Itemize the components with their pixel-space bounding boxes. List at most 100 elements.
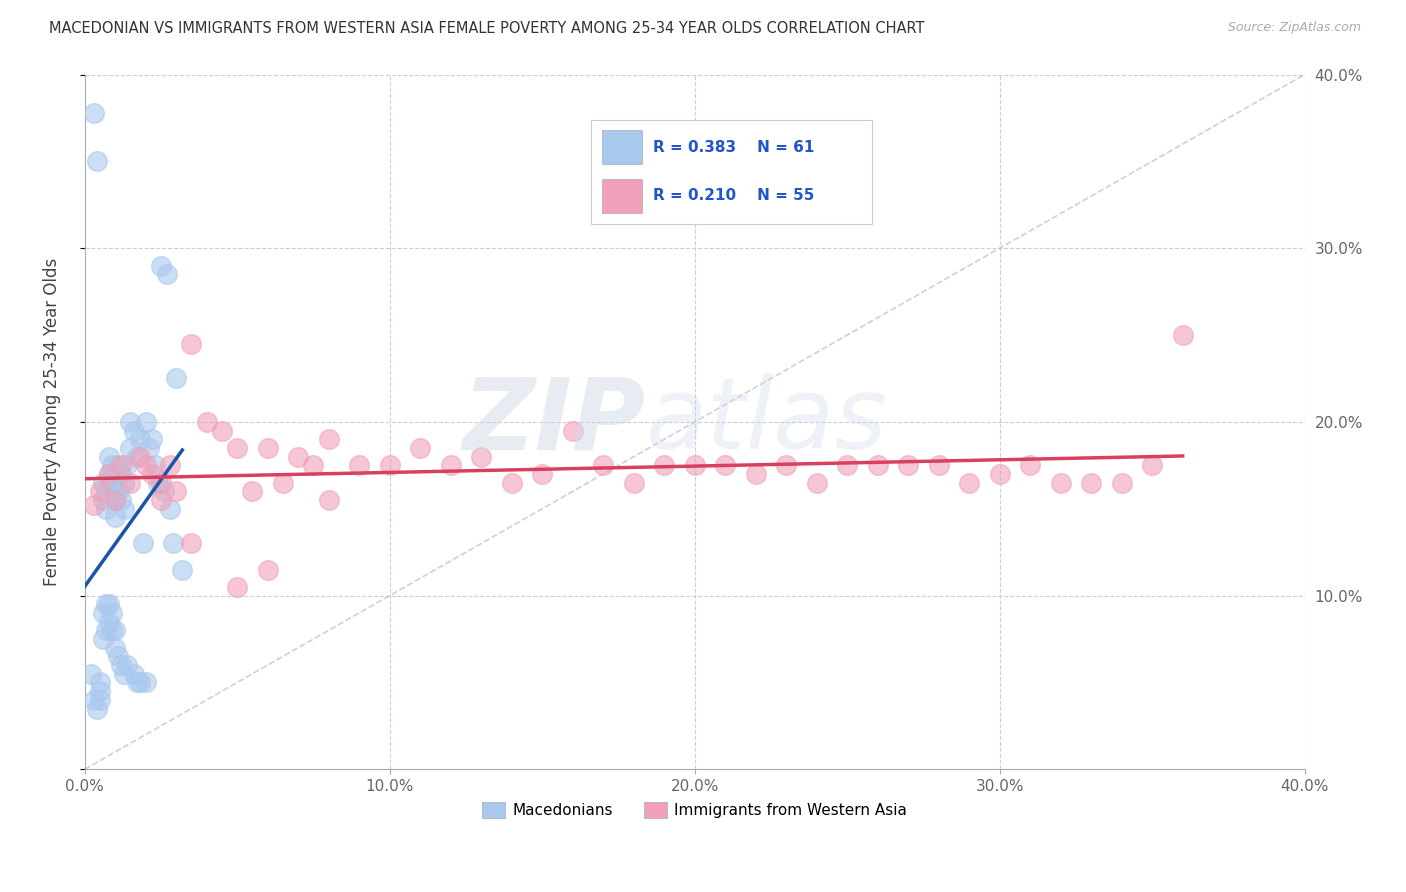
Point <box>110 658 132 673</box>
Point <box>271 475 294 490</box>
Point <box>135 415 157 429</box>
Point <box>120 415 142 429</box>
Point <box>98 467 121 481</box>
Point <box>110 458 132 473</box>
Point <box>302 458 325 473</box>
Point <box>714 458 737 473</box>
Point <box>211 424 233 438</box>
Point <box>83 693 105 707</box>
Point <box>98 615 121 629</box>
Point <box>242 484 264 499</box>
Point <box>1049 475 1071 490</box>
Point <box>131 536 153 550</box>
Point <box>101 624 124 638</box>
Point <box>94 597 117 611</box>
Point <box>744 467 766 481</box>
Point <box>101 475 124 490</box>
Point <box>89 684 111 698</box>
Text: ZIP: ZIP <box>463 374 645 470</box>
Point <box>141 432 163 446</box>
Y-axis label: Female Poverty Among 25-34 Year Olds: Female Poverty Among 25-34 Year Olds <box>44 258 60 586</box>
Point <box>104 510 127 524</box>
Point <box>86 701 108 715</box>
Point <box>153 484 176 499</box>
Point <box>94 624 117 638</box>
Point <box>141 467 163 481</box>
Point <box>104 493 127 508</box>
Point <box>470 450 492 464</box>
Point <box>98 450 121 464</box>
Point <box>988 467 1011 481</box>
Point <box>94 484 117 499</box>
Point <box>110 493 132 508</box>
Point <box>89 693 111 707</box>
Point <box>1171 328 1194 343</box>
Point <box>149 493 172 508</box>
Point <box>159 458 181 473</box>
Point <box>112 475 135 490</box>
Point <box>91 606 114 620</box>
Point <box>149 259 172 273</box>
Point <box>683 458 706 473</box>
Point <box>378 458 401 473</box>
Point <box>162 536 184 550</box>
Point <box>122 666 145 681</box>
Point <box>531 467 554 481</box>
Point <box>318 432 340 446</box>
Point <box>837 458 859 473</box>
Point <box>775 458 797 473</box>
Point <box>652 458 675 473</box>
Point <box>180 536 202 550</box>
Point <box>138 441 160 455</box>
Point <box>83 105 105 120</box>
Point <box>440 458 463 473</box>
Text: atlas: atlas <box>645 374 887 470</box>
Point <box>91 493 114 508</box>
Point <box>1080 475 1102 490</box>
Point <box>806 475 828 490</box>
Point <box>86 154 108 169</box>
Point <box>561 424 583 438</box>
Point <box>120 475 142 490</box>
Point <box>112 666 135 681</box>
Point <box>110 467 132 481</box>
Point <box>409 441 432 455</box>
Point <box>83 498 105 512</box>
Point <box>957 475 980 490</box>
Point <box>104 493 127 508</box>
Point <box>80 666 103 681</box>
Point <box>172 563 194 577</box>
Point <box>256 563 278 577</box>
Point <box>94 501 117 516</box>
Point <box>165 371 187 385</box>
Point <box>226 580 249 594</box>
Point <box>866 458 889 473</box>
Point <box>122 424 145 438</box>
Point <box>897 458 920 473</box>
Point <box>928 458 950 473</box>
Point <box>98 467 121 481</box>
Point <box>128 450 150 464</box>
Text: MACEDONIAN VS IMMIGRANTS FROM WESTERN ASIA FEMALE POVERTY AMONG 25-34 YEAR OLDS : MACEDONIAN VS IMMIGRANTS FROM WESTERN AS… <box>49 21 925 36</box>
Point <box>128 675 150 690</box>
Point <box>101 606 124 620</box>
Point <box>1140 458 1163 473</box>
Point <box>256 441 278 455</box>
Point <box>143 458 166 473</box>
Point <box>107 484 129 499</box>
Point <box>287 450 309 464</box>
Point <box>156 267 179 281</box>
Text: Source: ZipAtlas.com: Source: ZipAtlas.com <box>1227 21 1361 34</box>
Point <box>135 675 157 690</box>
Point <box>1019 458 1042 473</box>
Point <box>149 475 172 490</box>
Point <box>165 484 187 499</box>
Point <box>128 432 150 446</box>
Point <box>347 458 370 473</box>
Point <box>180 336 202 351</box>
Point <box>98 597 121 611</box>
Point <box>120 441 142 455</box>
Point <box>146 475 169 490</box>
Point <box>623 475 645 490</box>
Point <box>117 458 139 473</box>
